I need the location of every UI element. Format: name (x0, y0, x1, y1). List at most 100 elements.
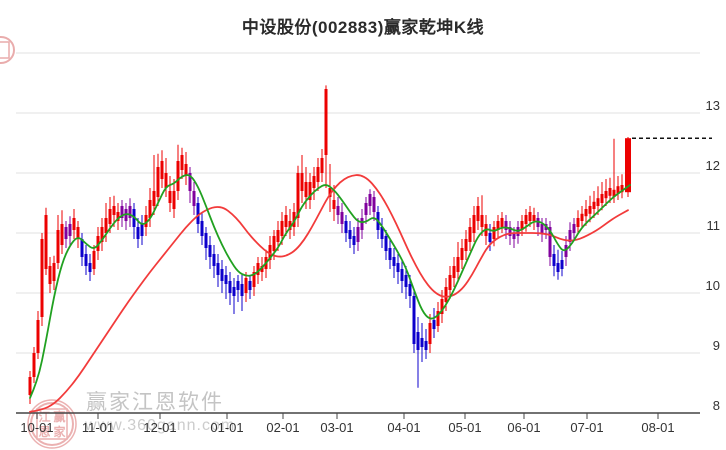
x-tick-label: 07-01 (570, 420, 603, 435)
candle-body (104, 218, 108, 233)
candle-body (520, 221, 524, 230)
candle-body (348, 230, 352, 239)
candle-body (244, 278, 248, 293)
candle-body (280, 221, 284, 236)
x-axis: 10-01 11-01 12-01 01-01 02-01 03-01 04-01 05-01… (16, 412, 700, 435)
candle-body (276, 230, 280, 242)
candle-body (220, 269, 224, 281)
candle-body (140, 224, 144, 236)
candle-body (504, 221, 508, 230)
candle-body (420, 338, 424, 347)
y-tick-label: 9 (713, 338, 720, 353)
candle-body (224, 275, 228, 284)
candle-body (432, 320, 436, 329)
candle-body (560, 260, 564, 269)
y-tick-label: 12 (706, 158, 720, 173)
candle-body (364, 203, 368, 215)
candle-body (176, 161, 180, 191)
candle-body (136, 227, 140, 239)
candle-body (400, 269, 404, 281)
candle-body (476, 206, 480, 221)
stamp-char: 恩 (38, 424, 50, 439)
candle-body (416, 332, 420, 350)
candle-body (392, 257, 396, 266)
candle-body (112, 206, 116, 215)
candle-body (260, 266, 264, 272)
candle-body (204, 233, 208, 248)
candle-body (292, 212, 296, 227)
candle-body (288, 221, 292, 230)
candle-body (256, 263, 260, 275)
watermark-url-text: www.360gann.com (84, 417, 235, 434)
candle-body (512, 233, 516, 239)
candle-body (444, 287, 448, 302)
candle-body (216, 263, 220, 275)
candle-body (152, 191, 156, 206)
candle-body (440, 299, 444, 314)
candle-body (328, 188, 332, 197)
candle-body (96, 236, 100, 251)
y-tick-label: 11 (707, 218, 721, 233)
candle-body (316, 167, 320, 182)
candle-body (548, 227, 552, 257)
candle-body (196, 203, 200, 224)
candle-body (188, 173, 192, 191)
candle-body (500, 218, 504, 227)
candle-body (428, 323, 432, 344)
candle-body (436, 311, 440, 326)
candle-body (596, 198, 600, 206)
candle-body (284, 215, 288, 227)
candle-body (40, 239, 44, 317)
candle-body (32, 353, 36, 377)
candle-body (448, 275, 452, 290)
candle-body (396, 263, 400, 272)
candle-body (368, 194, 372, 206)
candle-body (60, 224, 64, 245)
candle-body (296, 173, 300, 218)
x-tick-label: 10-01 (20, 420, 53, 435)
candle-body (556, 263, 560, 272)
candle-body (592, 201, 596, 209)
candle-body (568, 230, 572, 242)
candle-body (268, 245, 272, 260)
candle-body (576, 218, 580, 227)
y-tick-label: 10 (706, 278, 720, 293)
x-tick-label: 02-01 (266, 420, 299, 435)
candle-body (64, 227, 68, 239)
y-tick-label: 8 (713, 398, 720, 413)
candle-body (424, 341, 428, 350)
candle-body (480, 215, 484, 227)
corner-stamp-fragment (0, 36, 15, 64)
candle-body (228, 281, 232, 293)
candle-body (625, 138, 631, 193)
candle-body (384, 236, 388, 251)
candle-body (340, 212, 344, 224)
candle-body (92, 251, 96, 269)
candlestick-series (28, 85, 631, 404)
candle-body (496, 221, 500, 230)
candle-body (272, 236, 276, 251)
candle-body (48, 266, 52, 284)
candle-body (620, 185, 624, 193)
candle-body (116, 212, 120, 221)
candle-body (56, 230, 60, 263)
candle-body (588, 206, 592, 214)
candle-body (248, 281, 252, 290)
candle-body (200, 221, 204, 236)
candle-body (156, 167, 160, 197)
candle-body (528, 212, 532, 221)
candle-body (616, 186, 620, 194)
candle-body (564, 245, 568, 257)
candle-body (212, 254, 216, 266)
candle-body (540, 224, 544, 233)
candle-body (608, 188, 612, 196)
candle-body (552, 254, 556, 266)
candle-body (232, 287, 236, 296)
x-tick-label: 12-01 (143, 420, 176, 435)
candle-body (508, 227, 512, 236)
ma-fast-line (29, 174, 631, 399)
candle-body (240, 284, 244, 296)
stamp-char: 家 (53, 424, 66, 439)
